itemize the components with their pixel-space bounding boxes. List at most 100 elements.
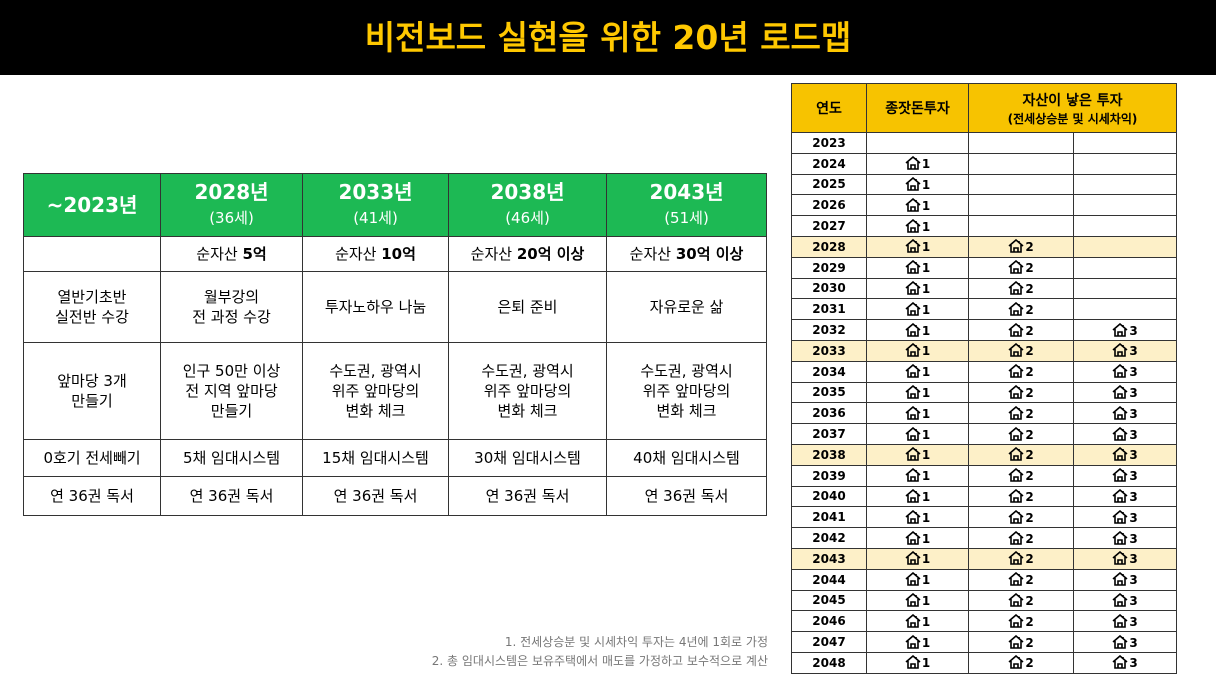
cell: 2 <box>968 339 1074 362</box>
count: 1 <box>921 385 931 400</box>
cell <box>1072 194 1178 217</box>
cell: 3 <box>1072 651 1178 674</box>
cell: 1 <box>866 194 969 217</box>
age: (36세) <box>209 209 254 227</box>
row: 2045 1 2 3 <box>791 589 1178 612</box>
cell <box>23 236 161 272</box>
house-icon <box>1112 447 1128 462</box>
cell: 30채 임대시스템 <box>448 439 607 477</box>
cell: 1 <box>866 651 969 674</box>
house-icon <box>905 322 921 337</box>
cell: 40채 임대시스템 <box>606 439 767 477</box>
house-icon <box>905 176 921 191</box>
header-row: 연도 종잣돈투자 자산이 낳은 투자 (전세상승분 및 시세차익) <box>791 83 1178 133</box>
cell: 3 <box>1072 464 1178 487</box>
cell: 2034 <box>791 360 867 383</box>
cell: 3 <box>1072 339 1178 362</box>
house-icon <box>1008 280 1024 295</box>
count: 1 <box>921 261 931 276</box>
header-cell: 2033년 (41세) <box>302 173 449 237</box>
count: 2 <box>1025 469 1034 484</box>
house-icon <box>1112 343 1128 358</box>
cell: 1 <box>866 360 969 383</box>
cell: 2 <box>968 423 1074 445</box>
cell: 2047 <box>791 631 867 653</box>
count: 2 <box>1025 614 1034 629</box>
cell: 2042 <box>791 527 867 549</box>
row: 열반기초반 실전반 수강 월부강의 전 과정 수강 투자노하우 나눔 은퇴 준비 자유로… <box>23 271 767 343</box>
row: 2031 1 2 <box>791 298 1178 321</box>
count: 2 <box>1025 656 1034 671</box>
house-icon <box>1112 592 1128 607</box>
amount: 5억 <box>242 245 267 263</box>
cell <box>1072 256 1178 279</box>
row: 2024 1 <box>791 152 1178 175</box>
house-icon <box>1008 572 1024 586</box>
count: 1 <box>921 635 931 650</box>
house-icon <box>1112 468 1128 482</box>
cell: 2 <box>968 443 1074 466</box>
cell: 2027 <box>791 215 867 237</box>
cell: 3 <box>1072 589 1178 612</box>
cell: 3 <box>1072 610 1178 633</box>
cell: 1 <box>866 547 969 570</box>
count: 3 <box>1129 552 1138 567</box>
cell: 2 <box>968 256 1074 279</box>
count: 1 <box>921 469 931 484</box>
cell: 연 36권 독서 <box>160 476 303 516</box>
year: 2043년 <box>649 180 724 204</box>
house-icon <box>905 239 921 254</box>
header-cell: ~2023년 <box>23 173 161 237</box>
count: 1 <box>921 573 931 588</box>
note: 2. 총 임대시스템은 보유주택에서 매도를 가정하고 보수적으로 계산 <box>431 654 768 668</box>
cell: 2 <box>968 402 1074 425</box>
house-icon <box>1112 322 1128 337</box>
cell: 2024 <box>791 152 867 175</box>
count: 2 <box>1025 448 1034 463</box>
cell: 3 <box>1072 527 1178 549</box>
cell <box>866 132 969 154</box>
cell: 3 <box>1072 568 1178 591</box>
note: 1. 전세상승분 및 시세차익 투자는 4년에 1회로 가정 <box>504 635 768 649</box>
house-icon <box>905 405 921 420</box>
cell: 5채 임대시스템 <box>160 439 303 477</box>
cell: 3 <box>1072 506 1178 529</box>
row: 2041 1 2 3 <box>791 506 1178 529</box>
cell: 1 <box>866 485 969 508</box>
count: 1 <box>921 448 931 463</box>
house-icon <box>905 592 921 607</box>
count: 1 <box>921 281 931 296</box>
cell: 1 <box>866 527 969 549</box>
title: 비전보드 실현을 위한 20년 로드맵 <box>0 0 1216 75</box>
house-icon <box>905 613 921 628</box>
cell: 2035 <box>791 381 867 404</box>
cell: 은퇴 준비 <box>448 271 607 343</box>
row: 2025 1 <box>791 173 1178 196</box>
count: 1 <box>921 614 931 629</box>
house-icon <box>1008 405 1024 420</box>
row: 2033 1 2 3 <box>791 339 1178 362</box>
header-cell: 2038년 (46세) <box>448 173 607 237</box>
count: 2 <box>1025 510 1034 525</box>
house-icon <box>1112 655 1128 670</box>
age: (46세) <box>505 209 550 227</box>
count: 2 <box>1025 323 1034 338</box>
row: 2040 1 2 3 <box>791 485 1178 508</box>
house-icon <box>905 301 921 316</box>
house-icon <box>1008 260 1024 274</box>
cell: 2048 <box>791 651 867 674</box>
count: 3 <box>1129 593 1138 608</box>
house-icon <box>1008 322 1024 337</box>
cell: 1 <box>866 256 969 279</box>
cell: 3 <box>1072 381 1178 404</box>
count: 1 <box>921 157 931 172</box>
cell: 2025 <box>791 173 867 196</box>
count: 3 <box>1129 614 1138 629</box>
cell: 2036 <box>791 402 867 425</box>
label: 순자산 <box>629 245 672 263</box>
cell: 2 <box>968 506 1074 529</box>
house-icon <box>1008 343 1024 358</box>
count: 3 <box>1129 635 1138 650</box>
house-icon <box>1008 551 1024 566</box>
row: 2042 1 2 3 <box>791 527 1178 549</box>
